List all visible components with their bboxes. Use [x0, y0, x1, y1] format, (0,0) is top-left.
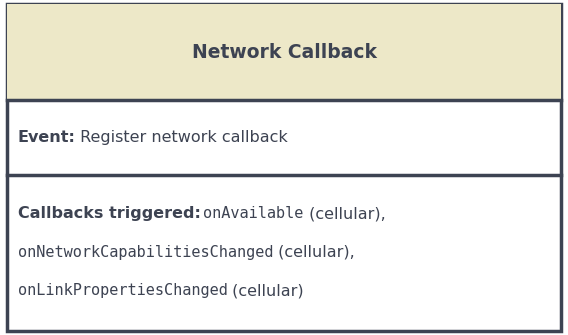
- Text: onNetworkCapabilitiesChanged: onNetworkCapabilitiesChanged: [18, 245, 273, 260]
- Text: (cellular),: (cellular),: [304, 206, 386, 221]
- Text: onLinkPropertiesChanged: onLinkPropertiesChanged: [18, 283, 227, 298]
- Text: Event:: Event:: [18, 130, 76, 145]
- Text: onAvailable: onAvailable: [203, 206, 304, 221]
- Text: Network Callback: Network Callback: [191, 43, 377, 62]
- Text: Register network callback: Register network callback: [76, 130, 288, 145]
- Text: (cellular),: (cellular),: [273, 245, 355, 260]
- Text: (cellular): (cellular): [227, 283, 304, 298]
- Text: Callbacks triggered:: Callbacks triggered:: [18, 206, 201, 221]
- Bar: [7, 4, 561, 100]
